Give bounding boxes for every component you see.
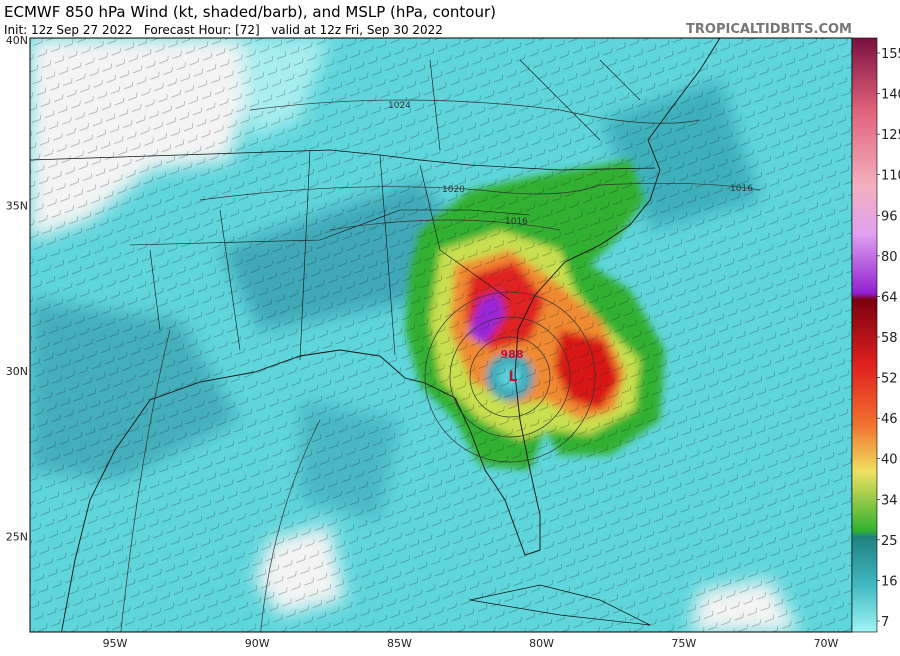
- lon-label: 80W: [529, 637, 554, 650]
- header: ECMWF 850 hPa Wind (kt, shaded/barb), an…: [4, 3, 852, 37]
- isobars: [120, 99, 761, 632]
- lon-label: 70W: [814, 637, 839, 650]
- map: 1024 1020 1016 1016 988 L: [30, 38, 852, 632]
- low-pressure: 988: [501, 348, 524, 361]
- lat-label: 35N: [6, 200, 28, 213]
- colorbar-label: 155: [881, 47, 900, 62]
- colorbar-label: 16: [881, 574, 898, 589]
- colorbar-label: 34: [881, 493, 898, 508]
- credit: TROPICALTIDBITS.COM: [686, 22, 852, 37]
- contour-label: 1016: [730, 184, 753, 194]
- colorbar-label: 40: [881, 453, 898, 468]
- lat-label: 30N: [6, 365, 28, 378]
- colorbar-label: 64: [881, 290, 898, 305]
- colorbar-label: 96: [881, 209, 898, 224]
- colorbar: [851, 37, 878, 633]
- colorbar-label: 125: [881, 128, 900, 143]
- colorbar-label: 7: [881, 615, 889, 630]
- lat-label: 25N: [6, 531, 28, 544]
- colorbar-label: 140: [881, 88, 900, 103]
- colorbar-label: 80: [881, 250, 898, 265]
- colorbar-label: 46: [881, 412, 898, 427]
- coastlines: [30, 38, 721, 632]
- contour-label: 1020: [442, 185, 465, 195]
- contour-label: 1024: [388, 101, 411, 111]
- title: ECMWF 850 hPa Wind (kt, shaded/barb), an…: [4, 3, 496, 21]
- lon-label: 85W: [387, 637, 412, 650]
- lon-label: 90W: [245, 637, 270, 650]
- colorbar-label: 110: [881, 169, 900, 184]
- colorbar-label: 58: [881, 331, 898, 346]
- colorbar-label: 25: [881, 534, 898, 549]
- contour-label: 1016: [505, 217, 528, 227]
- low-symbol: L: [509, 369, 518, 385]
- subtitle: Init: 12z Sep 27 2022 Forecast Hour: [72…: [4, 23, 443, 37]
- axes: 40N 35N 30N 25N 95W 90W 85W 80W 75W 70W 155 140 125 1…: [6, 34, 900, 650]
- lon-label: 95W: [103, 637, 128, 650]
- colorbar-label: 52: [881, 372, 898, 387]
- lon-label: 75W: [671, 637, 696, 650]
- lat-label: 40N: [6, 34, 28, 47]
